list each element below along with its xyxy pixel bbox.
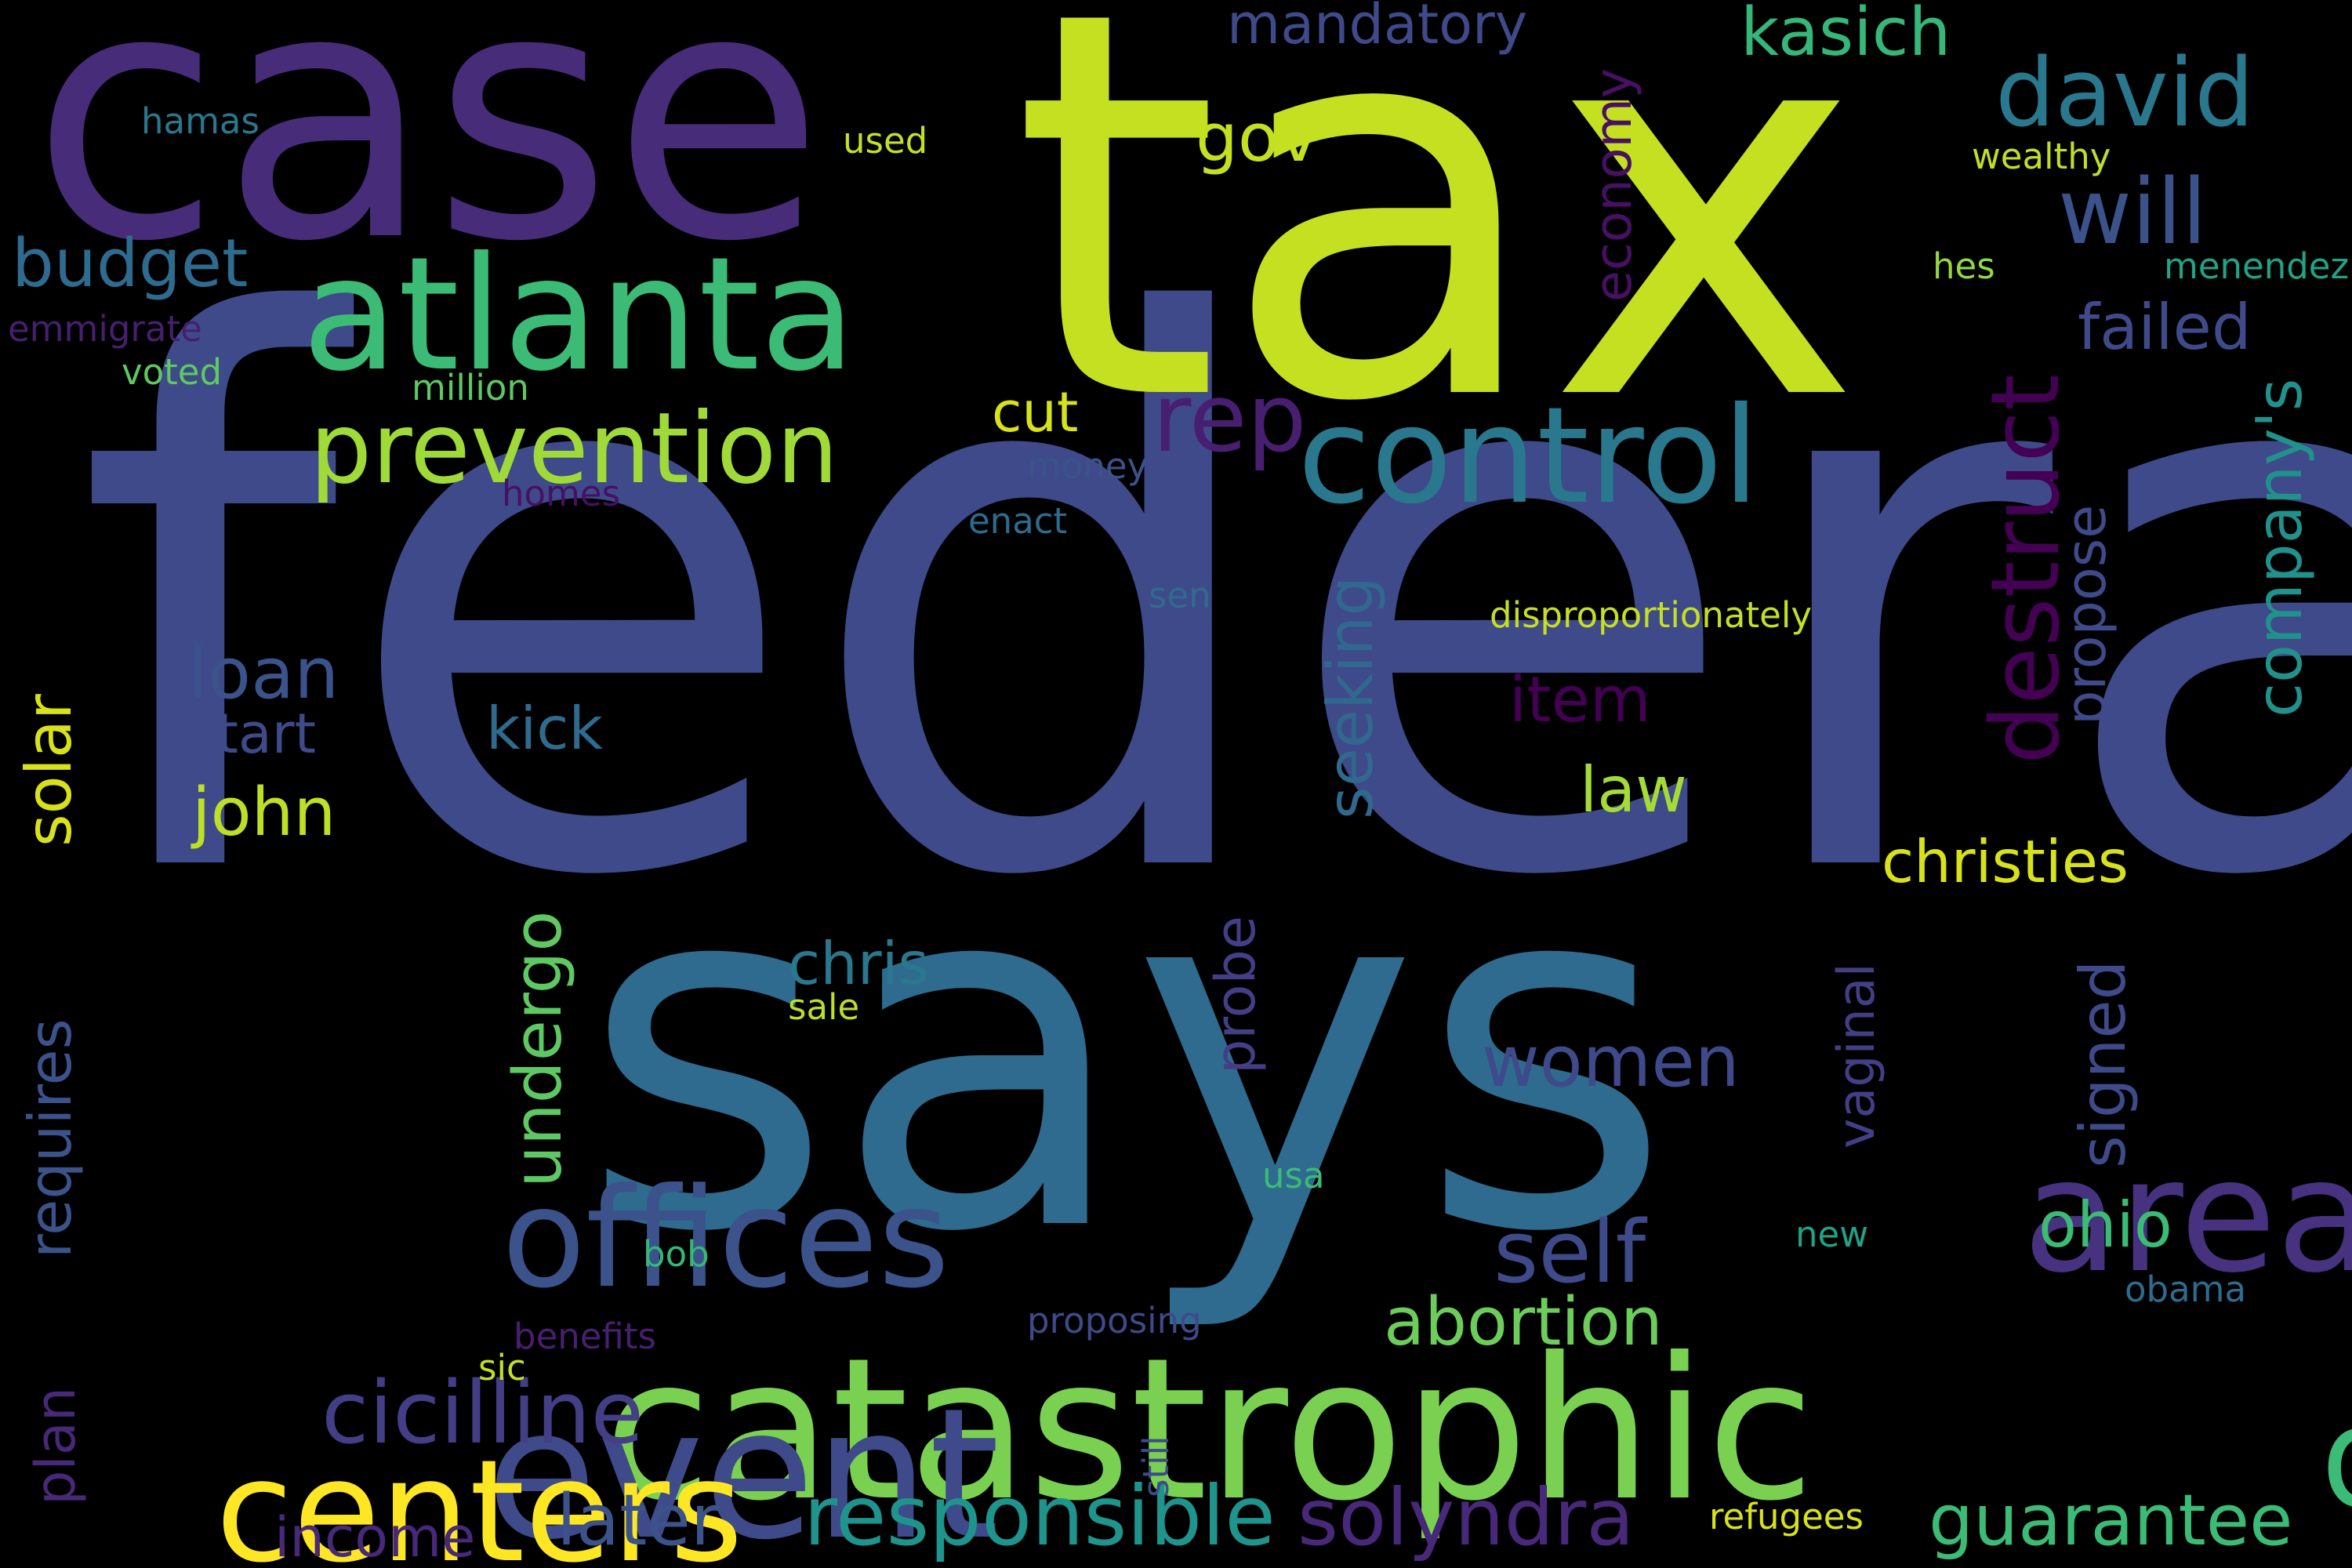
- word-propose: propose: [2054, 505, 2118, 725]
- word-destruct: destruct: [1972, 374, 2081, 764]
- word-kasich: kasich: [1740, 0, 1951, 71]
- word-seeking: seeking: [1314, 576, 1387, 819]
- word-loan: loan: [188, 633, 339, 715]
- word-cicilline: cicilline: [321, 1363, 644, 1463]
- word-sen: sen: [1149, 575, 1211, 616]
- word-event: event: [486, 1370, 1000, 1568]
- word-david: david: [1995, 39, 2254, 148]
- word-catastrophic: catastrophic: [604, 1316, 1814, 1544]
- word-menendez: menendez: [2164, 245, 2349, 287]
- word-undergo: undergo: [499, 911, 577, 1188]
- word-law: law: [1580, 753, 1687, 826]
- word-budget: budget: [12, 225, 248, 303]
- word-women: women: [1482, 1021, 1740, 1103]
- word-solar: solar: [13, 694, 85, 847]
- word-money: money: [1027, 445, 1148, 487]
- word-sale: sale: [788, 986, 859, 1028]
- word-sic: sic: [478, 1347, 526, 1388]
- word-start: start: [188, 702, 316, 766]
- word-emmigrate: emmigrate: [8, 308, 202, 350]
- word-vaginal: vaginal: [1828, 963, 1886, 1149]
- word-christies: christies: [1882, 827, 2129, 896]
- word-guarantee: guarantee: [1929, 1479, 2293, 1562]
- word-gov: gov: [1196, 100, 1318, 177]
- word-chris: chris: [788, 929, 929, 998]
- word-hamas: hamas: [141, 100, 260, 142]
- word-homes: homes: [502, 473, 620, 514]
- word-enact: enact: [968, 500, 1067, 542]
- word-rep: rep: [1152, 365, 1307, 474]
- word-hes: hes: [1933, 245, 1995, 287]
- word-plan: plan: [24, 1387, 88, 1505]
- word-will: will: [2058, 160, 2207, 265]
- word-disproportionately: disproportionately: [1490, 594, 1812, 636]
- word-abortion: abortion: [1384, 1283, 1663, 1361]
- word-requires: requires: [16, 1018, 85, 1258]
- word-signed: signed: [2067, 960, 2140, 1168]
- word-later: later: [557, 1479, 720, 1562]
- word-centers: centers: [216, 1430, 743, 1568]
- word-says: says: [580, 773, 1672, 1338]
- word-atlanta: atlanta: [302, 223, 856, 406]
- word-disease: disease: [2321, 1379, 2352, 1538]
- word-still: still: [1135, 1436, 1177, 1497]
- word-john: john: [191, 774, 336, 851]
- word-refugees: refugees: [1709, 1496, 1864, 1537]
- word-bob: bob: [643, 1233, 710, 1275]
- word-benefits: benefits: [514, 1316, 656, 1357]
- word-responsible: responsible: [804, 1468, 1276, 1564]
- word-mandatory: mandatory: [1227, 0, 1527, 56]
- word-wealthy: wealthy: [1972, 136, 2111, 177]
- word-economy: economy: [1584, 68, 1643, 302]
- word-solyndra: solyndra: [1298, 1472, 1635, 1563]
- word-case: case: [31, 0, 824, 317]
- word-area: area: [2023, 1125, 2352, 1308]
- word-federal: federal: [74, 165, 2352, 1040]
- word-self: self: [1494, 1202, 1648, 1302]
- word-income: income: [274, 1505, 475, 1568]
- word-ohio: ohio: [2038, 1189, 2172, 1261]
- word-kick: kick: [486, 694, 604, 763]
- word-new: new: [1795, 1214, 1868, 1255]
- word-failed: failed: [2078, 291, 2252, 364]
- word-voted: voted: [122, 351, 222, 393]
- word-used: used: [843, 120, 927, 162]
- word-million: million: [412, 367, 529, 408]
- word-probe: probe: [1203, 916, 1268, 1074]
- word-cut: cut: [992, 380, 1078, 445]
- word-company-s: company's: [2243, 379, 2316, 717]
- word-item: item: [1509, 663, 1651, 736]
- word-prevention: prevention: [310, 392, 838, 506]
- word-obama: obama: [2125, 1269, 2246, 1310]
- word-proposing: proposing: [1027, 1300, 1202, 1341]
- word-offices: offices: [502, 1160, 949, 1319]
- word-tax: tax: [1011, 0, 1863, 518]
- word-usa: usa: [1262, 1155, 1325, 1196]
- word-control: control: [1298, 379, 1759, 534]
